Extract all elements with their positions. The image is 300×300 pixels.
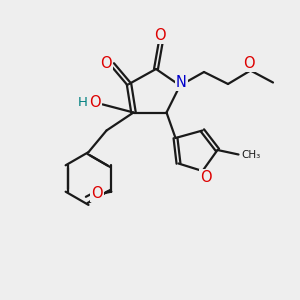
Text: O: O [154,28,166,44]
Text: O: O [100,56,112,70]
Text: O: O [89,95,101,110]
Text: CH₃: CH₃ [241,150,260,161]
Text: O: O [243,56,255,71]
Text: O: O [200,169,211,184]
Text: H: H [78,96,88,109]
Text: N: N [176,75,187,90]
Text: O: O [91,186,103,201]
